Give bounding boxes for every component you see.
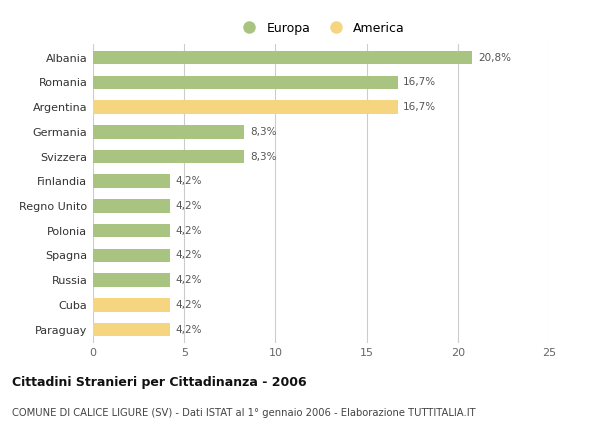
Text: 8,3%: 8,3% <box>250 151 277 161</box>
Text: 16,7%: 16,7% <box>403 77 436 87</box>
Text: 4,2%: 4,2% <box>175 325 202 334</box>
Bar <box>93 249 170 262</box>
Bar <box>93 323 170 337</box>
Text: COMUNE DI CALICE LIGURE (SV) - Dati ISTAT al 1° gennaio 2006 - Elaborazione TUTT: COMUNE DI CALICE LIGURE (SV) - Dati ISTA… <box>12 408 476 418</box>
Text: 4,2%: 4,2% <box>175 226 202 236</box>
Bar <box>93 224 170 238</box>
Bar <box>93 51 472 64</box>
Text: 16,7%: 16,7% <box>403 102 436 112</box>
Bar <box>93 100 398 114</box>
Text: Cittadini Stranieri per Cittadinanza - 2006: Cittadini Stranieri per Cittadinanza - 2… <box>12 376 307 389</box>
Bar <box>93 76 398 89</box>
Text: 20,8%: 20,8% <box>478 53 511 62</box>
Text: 4,2%: 4,2% <box>175 176 202 186</box>
Bar <box>93 298 170 312</box>
Text: 8,3%: 8,3% <box>250 127 277 137</box>
Text: 4,2%: 4,2% <box>175 201 202 211</box>
Text: 4,2%: 4,2% <box>175 250 202 260</box>
Bar <box>93 150 244 163</box>
Bar <box>93 125 244 139</box>
Bar <box>93 199 170 213</box>
Bar <box>93 273 170 287</box>
Legend: Europa, America: Europa, America <box>237 22 405 35</box>
Bar <box>93 174 170 188</box>
Text: 4,2%: 4,2% <box>175 300 202 310</box>
Text: 4,2%: 4,2% <box>175 275 202 285</box>
